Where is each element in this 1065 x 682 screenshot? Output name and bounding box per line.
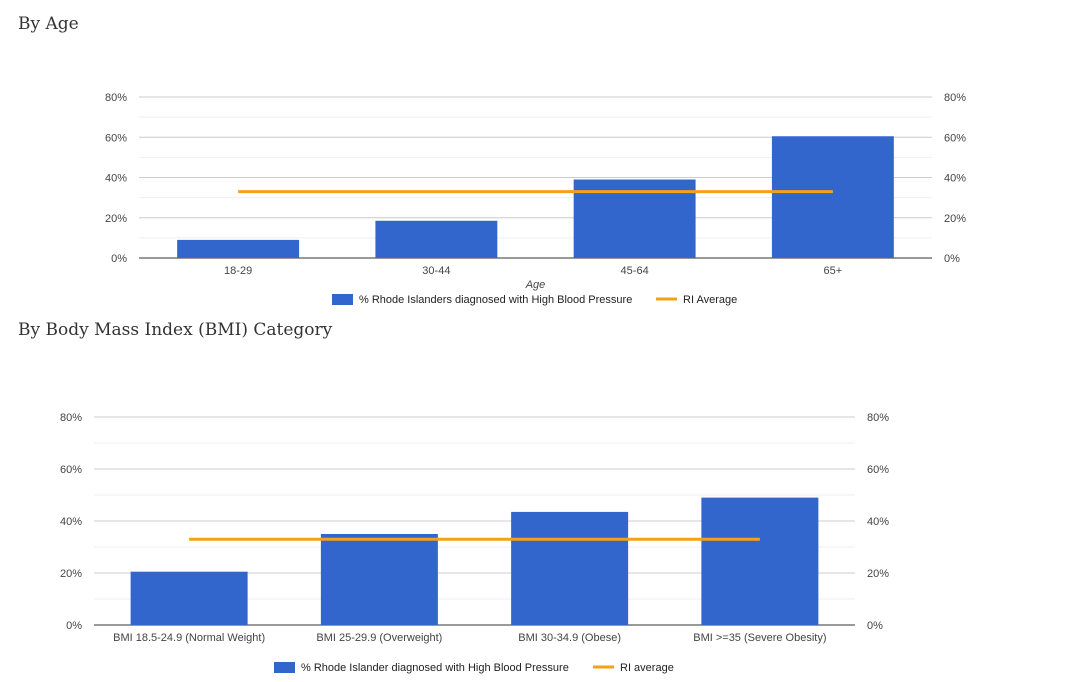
y-tick-label-left: 80%: [60, 412, 82, 424]
legend-swatch-bars: [332, 294, 353, 305]
x-tick-label: 65+: [824, 265, 843, 277]
legend-label-bars: % Rhode Islander diagnosed with High Blo…: [301, 662, 569, 674]
x-tick-label: 45-64: [621, 265, 649, 277]
x-tick-label: BMI 25-29.9 (Overweight): [316, 632, 442, 644]
y-tick-label-left: 20%: [105, 213, 127, 225]
legend-label-line: RI Average: [683, 294, 737, 306]
y-tick-label-right: 80%: [867, 412, 889, 424]
section-title-age: By Age: [18, 14, 79, 34]
y-tick-label-right: 20%: [867, 568, 889, 580]
x-tick-label: BMI 30-34.9 (Obese): [518, 632, 621, 644]
y-tick-label-right: 40%: [867, 516, 889, 528]
bar: [320, 534, 438, 625]
bar: [375, 220, 498, 258]
x-tick-label: BMI 18.5-24.9 (Normal Weight): [113, 632, 265, 644]
legend-swatch-bars: [274, 662, 295, 673]
x-tick-label: 30-44: [422, 265, 450, 277]
y-tick-label-right: 20%: [944, 213, 966, 225]
y-tick-label-left: 0%: [66, 620, 82, 632]
y-tick-label-left: 60%: [105, 132, 127, 144]
legend-label-line: RI average: [620, 662, 674, 674]
y-tick-label-left: 20%: [60, 568, 82, 580]
bar: [130, 571, 248, 625]
y-tick-label-right: 0%: [867, 620, 883, 632]
section-title-bmi: By Body Mass Index (BMI) Category: [18, 320, 333, 340]
y-tick-label-left: 80%: [105, 92, 127, 104]
y-tick-label-left: 0%: [111, 253, 127, 265]
bar: [701, 497, 819, 625]
legend-label-bars: % Rhode Islanders diagnosed with High Bl…: [359, 294, 632, 306]
age-chart: 0% 0% 20% 20% 40% 40% 60% 60% 80% 80% 18-29 30-44 45…: [105, 92, 966, 306]
y-tick-label-right: 60%: [867, 464, 889, 476]
bar: [511, 511, 629, 625]
y-tick-label-right: 80%: [944, 92, 966, 104]
y-tick-label-right: 0%: [944, 253, 960, 265]
bar: [177, 239, 300, 258]
y-tick-label-left: 60%: [60, 464, 82, 476]
x-tick-label: 18-29: [224, 265, 252, 277]
y-tick-label-left: 40%: [60, 516, 82, 528]
x-tick-label: BMI >=35 (Severe Obesity): [693, 632, 826, 644]
y-tick-label-right: 60%: [944, 132, 966, 144]
x-axis-title: Age: [525, 279, 546, 291]
y-tick-label-left: 40%: [105, 173, 127, 185]
bar: [771, 136, 894, 258]
y-tick-label-right: 40%: [944, 173, 966, 185]
